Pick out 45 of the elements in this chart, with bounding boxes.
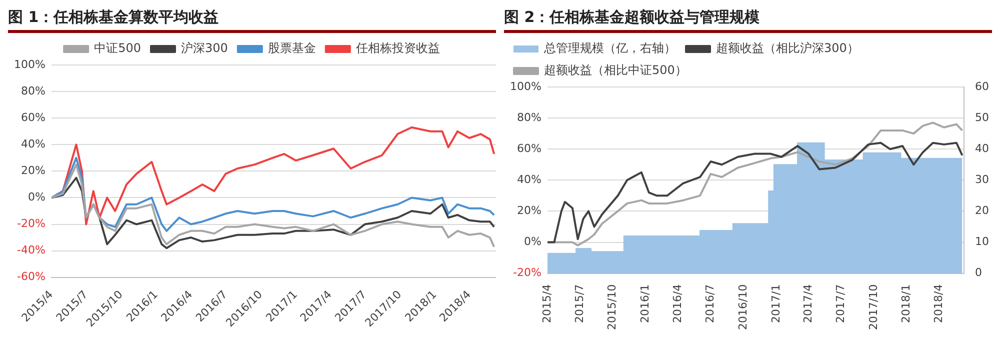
y-tick-label: 60% — [516, 142, 542, 155]
y2-tick-label: 50 — [975, 110, 990, 124]
y-tick-label: 0% — [28, 190, 46, 204]
legend-label: 中证500 — [94, 41, 141, 56]
x-tick-label: 2018/4 — [932, 284, 945, 324]
x-tick-label: 2015/7 — [572, 284, 586, 324]
x-tick-label: 2017/7 — [834, 284, 847, 324]
x-tick-label: 2016/4 — [671, 284, 684, 324]
y2-tick-label: 0 — [975, 266, 982, 280]
legend-label: 沪深300 — [181, 41, 228, 56]
legend-label: 总管理规模（亿，右轴） — [543, 41, 676, 56]
y-tick-label: -60% — [17, 270, 46, 284]
y2-tick-label: 10 — [975, 235, 990, 248]
x-tick-label: 2018/1 — [900, 284, 913, 324]
y-tick-label: -20% — [513, 266, 542, 280]
y-tick-label: 20% — [516, 204, 542, 218]
y-tick-label: 20% — [20, 164, 46, 178]
x-tick-label: 2016/1 — [638, 284, 652, 324]
x-tick-label: 2015/10 — [606, 284, 619, 330]
chart-title: 图 2：任相栋基金超额收益与管理规模 — [504, 8, 992, 33]
x-tick-label: 2016/10 — [736, 284, 750, 330]
y2-tick-label: 30 — [975, 173, 990, 186]
y-tick-label: 100% — [14, 58, 46, 71]
x-tick-label: 2016/7 — [704, 284, 717, 324]
legend-label: 超额收益（相比沪深300） — [716, 41, 859, 56]
x-tick-label: 2017/10 — [866, 284, 880, 330]
y-tick-label: 0% — [524, 235, 542, 248]
x-tick-label: 2017/1 — [769, 284, 782, 324]
y-tick-label: -40% — [17, 244, 46, 257]
legend-label: 超额收益（相比中证500） — [544, 63, 687, 78]
y2-tick-label: 60 — [975, 80, 990, 93]
legend-label: 任相栋投资收益 — [354, 41, 440, 56]
y-tick-label: 100% — [510, 80, 542, 93]
y-tick-label: -20% — [17, 217, 46, 230]
x-tick-label: 2015/4 — [540, 284, 554, 324]
y2-tick-label: 40 — [975, 142, 990, 155]
y-tick-label: 60% — [20, 110, 46, 124]
x-tick-label: 2017/4 — [801, 284, 814, 324]
y-tick-label: 40% — [20, 137, 46, 150]
y2-tick-label: 20 — [975, 204, 990, 218]
legend-label: 股票基金 — [268, 41, 316, 56]
y-tick-label: 40% — [516, 173, 542, 186]
y-tick-label: 80% — [20, 84, 46, 98]
y-tick-label: 80% — [516, 110, 542, 124]
chart-title: 图 1：任相栋基金算数平均收益 — [8, 8, 496, 33]
